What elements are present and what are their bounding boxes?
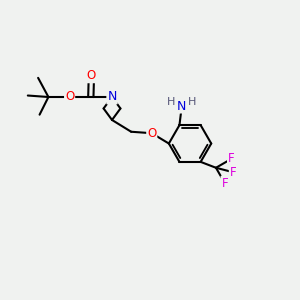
Text: O: O (147, 127, 156, 140)
Text: O: O (65, 91, 74, 103)
Text: F: F (230, 166, 236, 179)
Text: F: F (228, 152, 235, 165)
Text: O: O (87, 69, 96, 82)
Text: N: N (177, 100, 187, 112)
Text: H: H (188, 98, 196, 107)
Text: H: H (167, 98, 176, 107)
Text: N: N (107, 91, 117, 103)
Text: F: F (221, 177, 228, 190)
